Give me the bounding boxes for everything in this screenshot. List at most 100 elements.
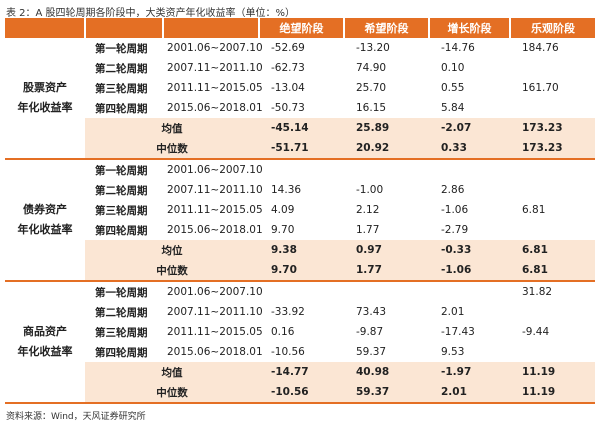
value-cell	[259, 159, 344, 180]
cycle-cell: 第三轮周期	[95, 326, 148, 339]
value-cell	[344, 159, 429, 180]
median-value: 20.92	[344, 138, 429, 160]
mean-row: 均值 -45.14 25.89 -2.07 173.23	[5, 118, 595, 138]
mean-row: 均值 -14.77 40.98 -1.97 11.19	[5, 362, 595, 382]
value-cell: 184.76	[522, 42, 559, 54]
value-cell: -9.44	[522, 326, 550, 338]
mean-value: -45.14	[259, 118, 344, 138]
period-cell: 2001.06~2007.10	[167, 286, 263, 298]
median-label: 中位数	[85, 138, 259, 160]
period-cell: 2007.11~2011.10	[167, 62, 263, 74]
cycle-cell: 第四轮周期	[95, 102, 148, 115]
value-cell: 2.01	[441, 306, 465, 318]
header-hope: 希望阶段	[344, 18, 430, 38]
value-cell: 2.12	[356, 204, 380, 216]
value-cell: -1.00	[356, 184, 384, 196]
mean-label: 均值	[85, 362, 259, 382]
header-cycle	[85, 18, 164, 38]
mean-value: 25.89	[344, 118, 429, 138]
mean-label: 均值	[85, 118, 259, 138]
median-value: 6.81	[510, 260, 595, 282]
value-cell	[510, 302, 595, 322]
cycle-cell: 第三轮周期	[95, 204, 148, 217]
category-label: 股票资产 年化收益率	[5, 38, 85, 160]
value-cell: 6.81	[522, 204, 546, 216]
table-row: 第三轮周期 2011.11~2015.05 -13.04 25.70 0.55 161.7…	[5, 78, 595, 98]
cycle-cell: 第二轮周期	[95, 184, 148, 197]
period-cell: 2007.11~2011.10	[167, 184, 263, 196]
value-cell: -52.69	[271, 42, 305, 54]
value-cell: 59.37	[356, 346, 387, 358]
median-value: 173.23	[510, 138, 595, 160]
value-cell: -50.73	[271, 102, 305, 114]
median-value: 11.19	[510, 382, 595, 404]
category-label: 商品资产 年化收益率	[5, 281, 85, 404]
value-cell: 25.70	[356, 82, 387, 94]
value-cell: -9.87	[356, 326, 384, 338]
median-value: -1.06	[429, 260, 510, 282]
table-row: 第二轮周期 2007.11~2011.10 -62.73 74.90 0.10	[5, 58, 595, 78]
value-cell: 16.15	[356, 102, 387, 114]
header-growth: 增长阶段	[429, 18, 511, 38]
value-cell: 74.90	[356, 62, 387, 74]
category-label-line2: 年化收益率	[17, 223, 73, 236]
asset-return-table: 绝望阶段 希望阶段 增长阶段 乐观阶段 股票资产 年化收益率 第一轮周期 2001.0…	[5, 18, 595, 404]
header-category	[5, 18, 86, 38]
mean-value: 11.19	[510, 362, 595, 382]
value-cell: 31.82	[522, 286, 553, 298]
table-row: 第二轮周期 2007.11~2011.10 14.36 -1.00 2.86	[5, 180, 595, 200]
value-cell: -2.79	[441, 224, 469, 236]
period-cell: 2011.11~2015.05	[167, 326, 263, 338]
value-cell: 2.86	[441, 184, 465, 196]
value-cell: -13.20	[356, 42, 390, 54]
value-cell: 9.70	[271, 224, 295, 236]
cycle-cell: 第四轮周期	[95, 224, 148, 237]
table-row: 第四轮周期 2015.06~2018.01 -50.73 16.15 5.84	[5, 98, 595, 118]
cycle-cell: 第一轮周期	[95, 286, 148, 299]
category-label-line1: 股票资产	[23, 81, 67, 94]
value-cell: -62.73	[271, 62, 305, 74]
category-label-line2: 年化收益率	[17, 345, 73, 358]
table-row: 第四轮周期 2015.06~2018.01 -10.56 59.37 9.53	[5, 342, 595, 362]
category-label-line1: 债券资产	[23, 203, 67, 216]
value-cell	[344, 281, 429, 302]
cycle-cell: 第一轮周期	[95, 42, 148, 55]
median-value: 59.37	[344, 382, 429, 404]
mean-value: 40.98	[344, 362, 429, 382]
value-cell: -13.04	[271, 82, 305, 94]
category-label: 债券资产 年化收益率	[5, 159, 85, 282]
header-period	[163, 18, 260, 38]
value-cell	[510, 98, 595, 118]
cycle-cell: 第二轮周期	[95, 62, 148, 75]
mean-value: 6.81	[510, 240, 595, 260]
value-cell: -14.76	[441, 42, 475, 54]
value-cell	[510, 180, 595, 200]
median-label: 中位数	[85, 382, 259, 404]
value-cell: 14.36	[271, 184, 302, 196]
value-cell: -33.92	[271, 306, 305, 318]
period-cell: 2007.11~2011.10	[167, 306, 263, 318]
category-label-line2: 年化收益率	[17, 101, 73, 114]
mean-value: -0.33	[429, 240, 510, 260]
value-cell: 4.09	[271, 204, 295, 216]
median-value: 1.77	[344, 260, 429, 282]
value-cell	[510, 342, 595, 362]
value-cell	[510, 58, 595, 78]
value-cell: 0.55	[441, 82, 465, 94]
mean-value: -1.97	[429, 362, 510, 382]
header-despair: 绝望阶段	[259, 18, 345, 38]
value-cell: 73.43	[356, 306, 387, 318]
period-cell: 2015.06~2018.01	[167, 224, 263, 236]
median-row: 中位数 -51.71 20.92 0.33 173.23	[5, 138, 595, 160]
period-cell: 2001.06~2007.10	[167, 164, 263, 176]
header-row: 绝望阶段 希望阶段 增长阶段 乐观阶段	[5, 18, 595, 38]
category-label-line1: 商品资产	[23, 325, 67, 338]
value-cell: 161.70	[522, 82, 559, 94]
period-cell: 2011.11~2015.05	[167, 82, 263, 94]
value-cell: -17.43	[441, 326, 475, 338]
median-value: 9.70	[259, 260, 344, 282]
period-cell: 2001.06~2007.10	[167, 42, 263, 54]
mean-value: 0.97	[344, 240, 429, 260]
value-cell	[259, 281, 344, 302]
median-label: 中位数	[85, 260, 259, 282]
